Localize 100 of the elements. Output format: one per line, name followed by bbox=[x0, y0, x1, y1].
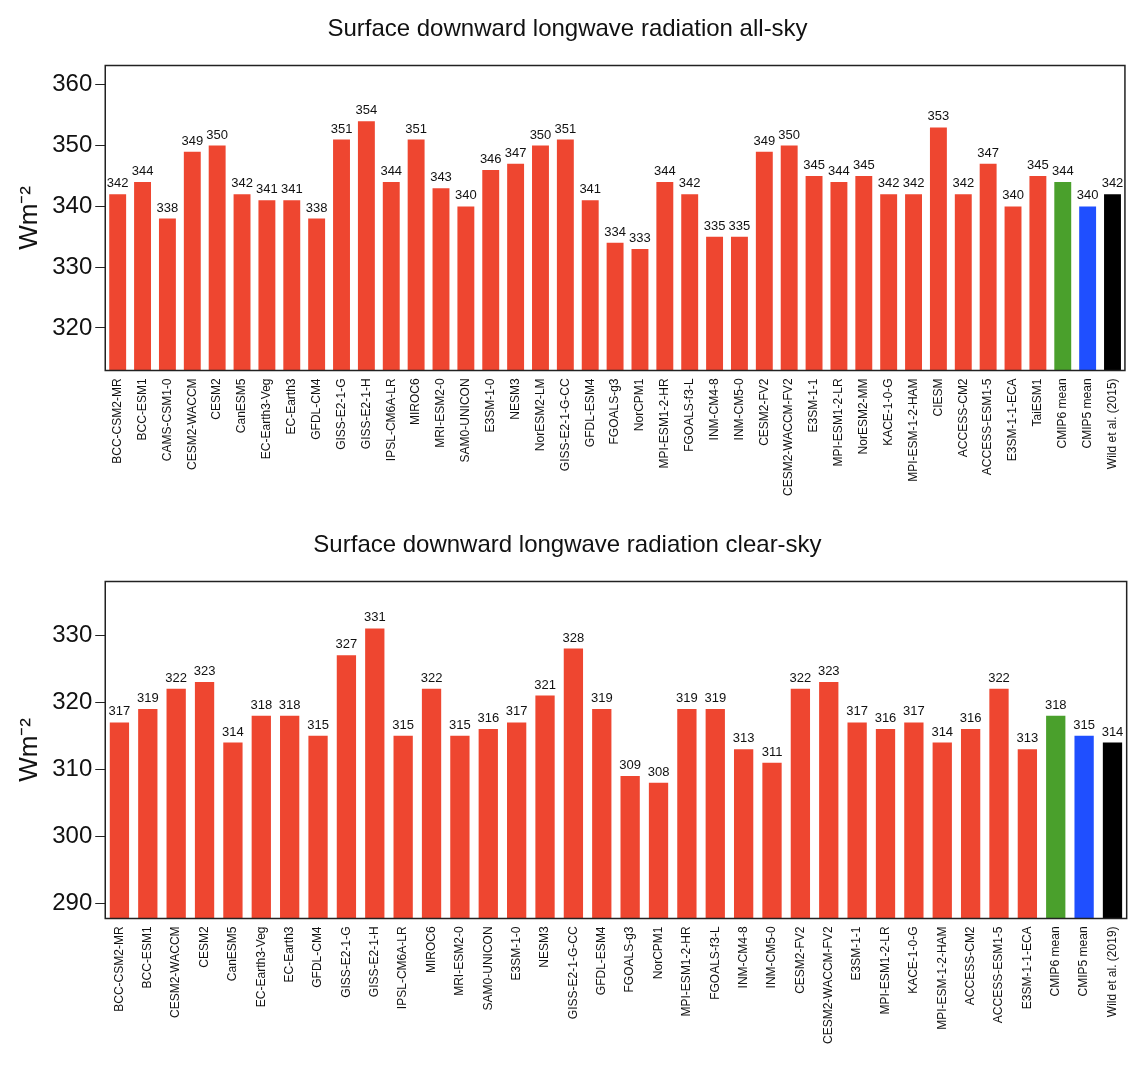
x-tick-label: CanESM5 bbox=[234, 378, 249, 434]
y-tick-label: 340 bbox=[52, 191, 93, 218]
data-label: 317 bbox=[903, 703, 925, 719]
data-label: 341 bbox=[256, 181, 278, 197]
data-label: 341 bbox=[579, 181, 602, 197]
data-label: 349 bbox=[181, 132, 204, 148]
data-label: 340 bbox=[1076, 187, 1099, 203]
x-tick-label: EC-Earth3-Veg bbox=[253, 926, 268, 1008]
x-tick-label: E3SM-1-1 bbox=[806, 378, 821, 433]
data-label: 319 bbox=[590, 690, 613, 706]
data-label: 342 bbox=[106, 175, 129, 191]
data-label: 314 bbox=[931, 723, 954, 739]
x-tick-label: FGOALS-g3 bbox=[607, 378, 622, 445]
data-label: 343 bbox=[430, 169, 452, 185]
data-label: 313 bbox=[1016, 730, 1039, 746]
x-tick-label: IPSL-CM6A-LR bbox=[383, 378, 398, 462]
x-tick-label: IPSL-CM6A-LR bbox=[395, 926, 410, 1010]
x-tick-label: NESM3 bbox=[537, 926, 552, 968]
data-label: 351 bbox=[554, 120, 577, 136]
x-tick-label: CMIP6 mean bbox=[1048, 926, 1063, 997]
x-tick-label: GISS-E2-1-G-CC bbox=[565, 926, 580, 1020]
x-tick-label: Wild et al. (2019) bbox=[1104, 926, 1119, 1018]
x-tick-label: ACCESS-ESM1-5 bbox=[980, 378, 995, 476]
data-label: 331 bbox=[363, 609, 386, 625]
x-tick-label: MPI-ESM1-2-LR bbox=[877, 926, 892, 1015]
x-tick-label: GISS-E2-1-G bbox=[333, 378, 348, 450]
chart-title: Surface downward longwave radiation clear-sky bbox=[312, 529, 823, 559]
x-tick-label: CMIP6 mean bbox=[1055, 378, 1070, 449]
data-label: 323 bbox=[817, 663, 840, 679]
data-label: 323 bbox=[193, 663, 216, 679]
data-label: 342 bbox=[231, 175, 253, 191]
data-label: 340 bbox=[1002, 187, 1024, 203]
y-tick-label: 310 bbox=[52, 754, 93, 782]
x-tick-label: FGOALS-f3-L bbox=[707, 926, 722, 1000]
x-tick-label: CESM2-WACCM bbox=[184, 378, 199, 471]
x-tick-label: CESM2-WACCM-FV2 bbox=[821, 926, 836, 1045]
x-tick-label: GFDL-ESM4 bbox=[594, 926, 609, 996]
data-label: 335 bbox=[728, 217, 751, 233]
x-tick-label: GFDL-ESM4 bbox=[582, 378, 597, 448]
data-label: 317 bbox=[846, 703, 868, 719]
x-tick-label: BCC-CSM2-MR bbox=[109, 378, 124, 464]
data-label: 347 bbox=[977, 144, 999, 160]
data-label: 314 bbox=[1101, 723, 1124, 739]
x-tick-label: MPI-ESM-1-2-HAM bbox=[905, 378, 920, 482]
data-label: 351 bbox=[405, 120, 427, 136]
x-tick-label: GISS-E2-1-H bbox=[358, 378, 373, 450]
x-tick-label: FGOALS-f3-L bbox=[682, 378, 697, 452]
y-tick-label: 320 bbox=[52, 312, 93, 340]
x-tick-label: Wild et al. (2015) bbox=[1104, 378, 1119, 470]
x-tick-label: BCC-ESM1 bbox=[140, 926, 155, 989]
data-label: 344 bbox=[828, 163, 850, 179]
x-tick-label: CMIP5 mean bbox=[1076, 926, 1091, 997]
data-label: 342 bbox=[1101, 175, 1124, 191]
data-label: 344 bbox=[131, 163, 154, 179]
data-label: 342 bbox=[877, 175, 900, 191]
data-label: 345 bbox=[803, 157, 825, 173]
data-label: 344 bbox=[653, 163, 676, 179]
x-tick-label: KACE-1-0-G bbox=[880, 378, 895, 446]
x-tick-label: NorESM2-LM bbox=[532, 378, 547, 452]
x-tick-label: CESM2 bbox=[196, 926, 211, 968]
x-tick-label: E3SM-1-0 bbox=[508, 926, 523, 981]
data-label: 316 bbox=[874, 710, 897, 726]
data-label: 350 bbox=[778, 126, 801, 142]
x-tick-label: NESM3 bbox=[507, 378, 522, 420]
data-label: 328 bbox=[562, 629, 585, 645]
x-tick-label: E3SM-1-1 bbox=[849, 926, 864, 981]
data-label: 315 bbox=[1073, 716, 1095, 732]
x-tick-label: KACE-1-0-G bbox=[906, 926, 921, 994]
data-label: 347 bbox=[504, 144, 527, 160]
data-label: 311 bbox=[761, 743, 783, 759]
data-label: 340 bbox=[455, 187, 477, 203]
data-label: 313 bbox=[732, 730, 755, 746]
x-tick-label: EC-Earth3-Veg bbox=[259, 378, 274, 460]
x-tick-label: SAM0-UNICON bbox=[458, 378, 473, 463]
data-label: 318 bbox=[1044, 696, 1067, 712]
x-tick-label: INM-CM4-8 bbox=[706, 378, 721, 441]
data-label: 317 bbox=[108, 703, 131, 719]
x-tick-label: GFDL-CM4 bbox=[310, 926, 325, 988]
data-label: 322 bbox=[165, 669, 188, 685]
data-label: 308 bbox=[647, 763, 670, 779]
x-tick-label: ACCESS-CM2 bbox=[962, 926, 977, 1006]
x-tick-label: CIESM bbox=[930, 378, 945, 417]
data-label: 334 bbox=[604, 223, 626, 239]
x-tick-label: ACCESS-ESM1-5 bbox=[991, 926, 1006, 1024]
data-label: 319 bbox=[136, 690, 159, 706]
x-tick-label: SAM0-UNICON bbox=[480, 926, 495, 1011]
x-tick-label: CAMS-CSM1-0 bbox=[159, 378, 174, 462]
y-axis-title: Wm⁻² bbox=[12, 717, 43, 782]
x-tick-label: GISS-E2-1-G bbox=[338, 926, 353, 998]
data-label: 315 bbox=[392, 716, 415, 732]
data-label: 353 bbox=[927, 108, 950, 124]
x-tick-label: GISS-E2-1-G-CC bbox=[557, 378, 572, 472]
data-label: 345 bbox=[1027, 157, 1049, 173]
data-label: 321 bbox=[534, 676, 556, 692]
y-tick-label: 330 bbox=[52, 619, 93, 647]
x-tick-label: INM-CM5-0 bbox=[731, 378, 746, 441]
x-tick-label: CESM2-WACCM bbox=[168, 926, 183, 1019]
data-label: 316 bbox=[959, 710, 982, 726]
data-label: 335 bbox=[703, 217, 726, 233]
y-tick-label: 290 bbox=[52, 888, 93, 916]
